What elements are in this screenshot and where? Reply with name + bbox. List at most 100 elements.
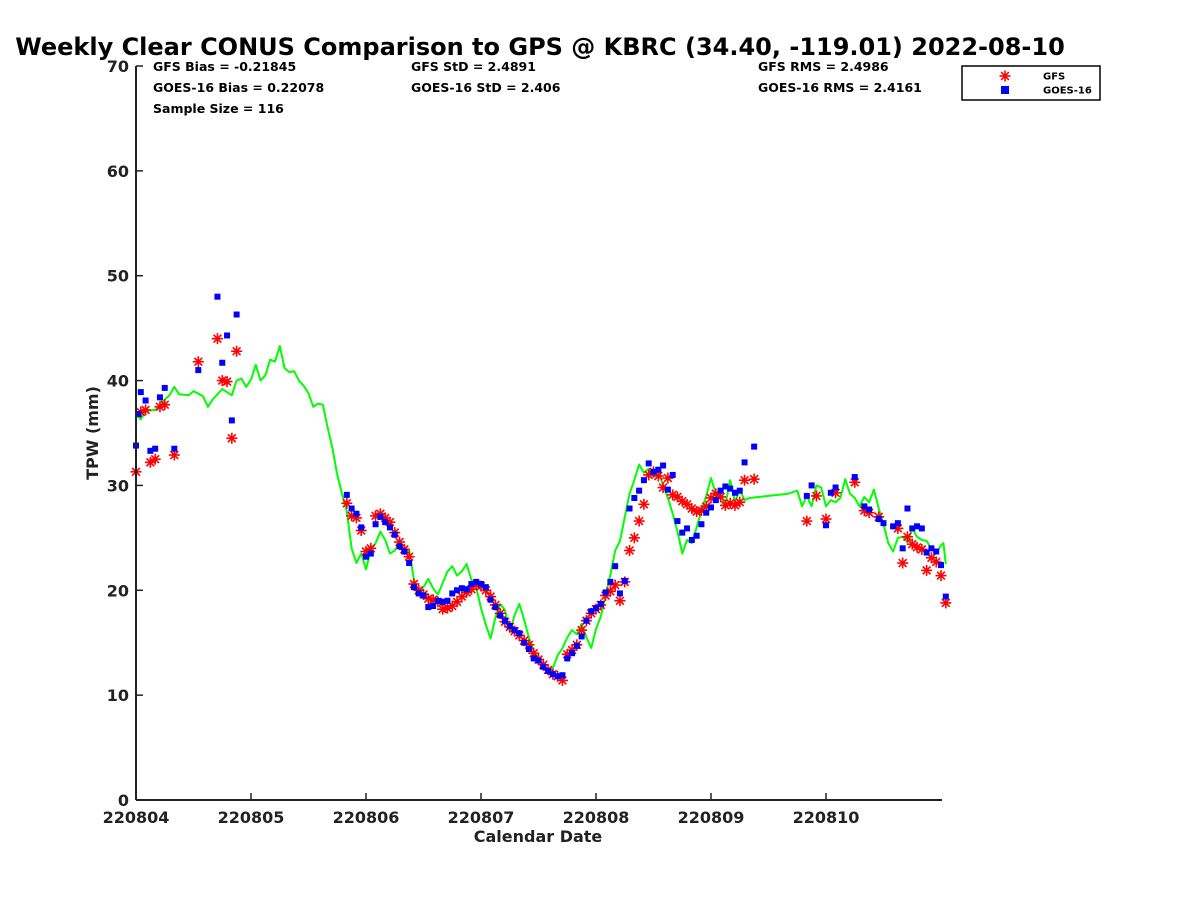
stat-goes-16-rms: GOES-16 RMS = 2.4161	[758, 80, 922, 95]
x-tick-label: 220809	[678, 808, 745, 827]
goes16-point	[674, 518, 681, 525]
goes16-point	[731, 489, 738, 496]
goes16-point	[894, 520, 901, 527]
goes16-point	[545, 668, 552, 675]
goes16-point	[578, 633, 585, 640]
goes16-point	[708, 504, 714, 511]
stat-gfs-bias: GFS Bias = -0.21845	[153, 59, 296, 74]
goes16-point	[142, 397, 149, 404]
goes16-point	[890, 523, 897, 530]
goes16-point	[147, 447, 154, 454]
goes16-point	[152, 445, 159, 452]
goes16-point	[492, 604, 499, 611]
goes16-point	[942, 593, 949, 600]
x-tick-label: 220808	[563, 808, 630, 827]
goes16-point	[602, 589, 609, 596]
goes16-point	[525, 646, 532, 653]
goes16-point	[645, 460, 652, 467]
goes16-point	[564, 655, 571, 662]
goes16-point	[684, 525, 691, 532]
goes16-point	[909, 525, 916, 532]
goes16-point	[156, 394, 163, 401]
goes16-point	[851, 474, 858, 481]
goes16-markers	[133, 293, 949, 680]
goes16-point	[353, 510, 360, 517]
goes16-point	[612, 563, 619, 570]
legend-label-goes-16: GOES-16	[1043, 86, 1092, 97]
stat-sample-size: Sample Size = 116	[153, 101, 284, 116]
goes16-point	[382, 519, 389, 526]
gfs-point	[921, 564, 933, 576]
goes16-point	[573, 642, 580, 649]
goes16-point	[233, 311, 240, 318]
legend-label-gfs: GFS	[1043, 72, 1065, 83]
gfs-point	[168, 449, 180, 461]
gfs-point	[149, 453, 161, 465]
goes16-point	[377, 513, 384, 520]
goes16-point	[722, 483, 729, 490]
legend-box	[961, 65, 1101, 101]
goes16-point	[741, 459, 748, 466]
goes16-point	[228, 417, 235, 424]
goes16-point	[487, 596, 494, 603]
goes16-point	[478, 580, 484, 587]
goes16-point	[439, 598, 446, 605]
gfs-point	[226, 432, 238, 444]
goes16-point	[458, 585, 465, 592]
goes16-point	[803, 492, 810, 499]
y-tick-label: 50	[107, 267, 129, 286]
goes16-point	[923, 549, 930, 556]
goes16-point	[928, 545, 935, 552]
goes16-point	[386, 524, 393, 531]
goes16-point	[588, 608, 595, 615]
y-ticks: 0 10 20 30 40 50 60 70	[107, 57, 143, 810]
x-ticks: 220804 220805 220806 220807 220808 220809 2208…	[103, 793, 860, 827]
goes16-point	[554, 673, 561, 680]
gfs-point	[820, 513, 832, 525]
goes16-point	[727, 485, 734, 492]
goes16-point	[640, 477, 647, 484]
goes16-point	[736, 487, 743, 494]
goes16-point	[137, 389, 144, 396]
gfs-point	[159, 399, 171, 411]
gfs-point	[897, 557, 909, 569]
goes16-point	[880, 520, 887, 527]
x-tick-label: 220806	[333, 808, 400, 827]
goes16-point	[918, 525, 925, 532]
goes16-point	[363, 553, 369, 560]
x-tick-label: 220807	[448, 808, 515, 827]
statistics-block: GFS Bias = -0.21845 GOES-16 Bias = 0.2207…	[153, 59, 922, 116]
goes16-point	[823, 522, 829, 529]
goes16-point	[135, 411, 142, 418]
gfs-point	[633, 515, 645, 527]
goes16-point	[569, 650, 576, 657]
gfs-point	[748, 473, 760, 485]
x-tick-label: 220810	[793, 808, 860, 827]
goes16-point	[401, 548, 408, 555]
y-tick-label: 10	[107, 686, 129, 705]
goes16-point	[933, 548, 940, 555]
y-tick-label: 60	[107, 162, 129, 181]
gfs-point	[638, 498, 650, 510]
goes16-point	[616, 590, 623, 597]
legend-marker-goes-16	[1001, 86, 1009, 94]
x-tick-label: 220805	[218, 808, 285, 827]
gfs-point	[211, 333, 223, 345]
goes16-point	[688, 536, 695, 543]
goes16-point	[530, 655, 537, 662]
gfs-point	[231, 345, 243, 357]
gfs-point	[140, 404, 152, 416]
gfs-point	[930, 556, 942, 568]
gfs-point	[614, 595, 626, 607]
gfs-point	[935, 570, 947, 582]
legend-marker-gfs	[999, 70, 1011, 82]
goes16-point	[861, 503, 868, 510]
legend: GFS GOES-16	[961, 65, 1101, 101]
goes16-point	[866, 506, 873, 513]
y-tick-label: 70	[107, 57, 129, 76]
goes16-point	[914, 523, 921, 530]
goes16-point	[214, 293, 221, 300]
goes16-point	[161, 384, 168, 391]
goes16-point	[224, 332, 231, 339]
goes16-point	[660, 462, 667, 469]
